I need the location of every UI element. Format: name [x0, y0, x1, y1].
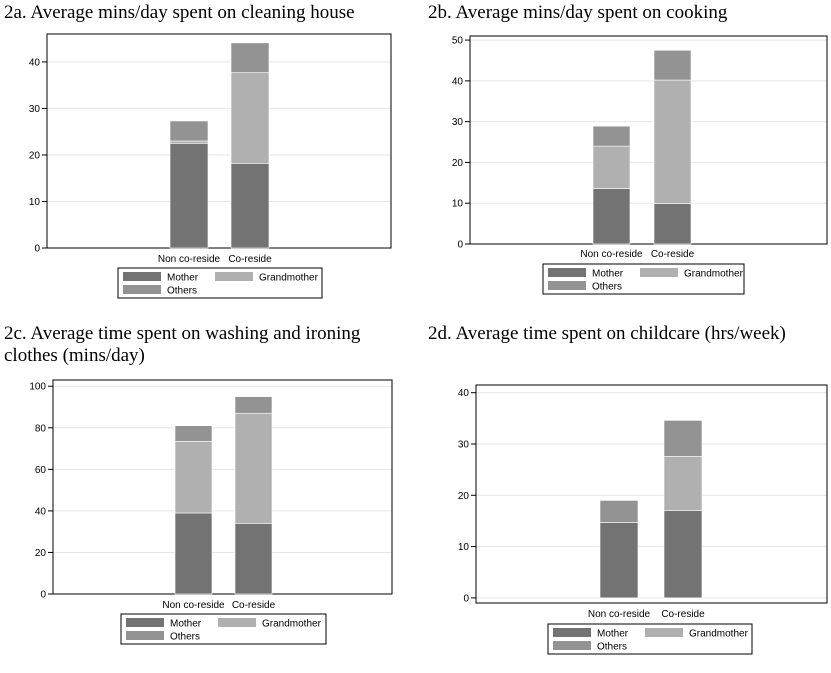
bar-grandmother-non-co-reside	[169, 140, 209, 144]
chart-4: 2d. Average time spent on childcare (hrs…	[428, 323, 828, 655]
bar-others-non-co-reside	[169, 120, 209, 142]
y-tick-label: 10	[458, 542, 470, 553]
legend-swatch-grandmother	[215, 272, 253, 281]
x-tick-label: Co-reside	[661, 609, 705, 620]
y-tick-label: 80	[35, 423, 47, 434]
legend-swatch-grandmother	[218, 618, 256, 627]
plot-area	[46, 33, 392, 249]
y-tick-label: 40	[452, 76, 464, 87]
legend-label-others: Others	[170, 632, 200, 643]
y-tick-label: 0	[40, 590, 46, 601]
legend-label-others: Others	[592, 282, 622, 293]
y-tick-label: 0	[457, 240, 463, 251]
bar-grandmother-co-reside	[653, 79, 692, 204]
legend-swatch-mother	[126, 618, 164, 627]
legend-label-mother: Mother	[592, 269, 624, 280]
legend-swatch-others	[126, 631, 164, 640]
y-tick-label: 0	[463, 593, 469, 604]
legend-label-mother: Mother	[597, 629, 629, 640]
chart-title: 2d. Average time spent on childcare (hrs…	[428, 323, 786, 344]
bar-others-co-reside	[663, 420, 703, 457]
bar-grandmother-co-reside	[234, 412, 273, 524]
chart-title: 2c. Average time spent on washing and ir…	[4, 323, 361, 344]
bar-mother-co-reside	[653, 203, 692, 245]
bar-grandmother-co-reside	[663, 455, 703, 511]
chart-2: 2b. Average mins/day spent on cooking 0 10…	[428, 2, 828, 295]
plot-area	[52, 379, 393, 595]
x-tick-label: Co-reside	[651, 249, 695, 260]
legend-swatch-grandmother	[640, 268, 678, 277]
bar-grandmother-non-co-reside	[592, 145, 631, 189]
bar-mother-non-co-reside	[599, 522, 639, 599]
plot-frame	[46, 33, 392, 249]
legend-label-others: Others	[167, 286, 197, 297]
legend-swatch-others	[548, 281, 586, 290]
y-tick-label: 40	[458, 388, 470, 399]
chart-1: 2a. Average mins/day spent on cleaning h…	[4, 2, 392, 299]
bar-others-non-co-reside	[592, 125, 631, 147]
x-tick-label: Co-reside	[232, 600, 276, 611]
bar-mother-non-co-reside	[592, 188, 631, 245]
y-tick-label: 10	[29, 197, 41, 208]
legend-label-mother: Mother	[167, 273, 199, 284]
legend-swatch-mother	[123, 272, 161, 281]
chart-title: 2a. Average mins/day spent on cleaning h…	[4, 2, 355, 23]
legend-label-grandmother: Grandmother	[689, 629, 749, 640]
plot-frame	[475, 384, 828, 604]
bar-others-co-reside	[653, 49, 692, 81]
y-tick-label: 40	[29, 57, 41, 68]
legend-swatch-mother	[553, 628, 591, 637]
legend-label-grandmother: Grandmother	[684, 269, 744, 280]
y-tick-label: 40	[35, 506, 47, 517]
y-tick-label: 100	[29, 382, 46, 393]
chart-3: 2c. Average time spent on washing and ir…	[4, 323, 393, 645]
y-tick-label: 30	[29, 104, 41, 115]
y-tick-label: 20	[35, 548, 47, 559]
bar-others-co-reside	[230, 42, 270, 73]
chart-title: 2b. Average mins/day spent on cooking	[428, 2, 728, 23]
y-tick-label: 20	[452, 158, 464, 169]
bar-others-co-reside	[234, 396, 273, 414]
bar-others-non-co-reside	[174, 425, 213, 442]
x-tick-label: Non co-reside	[588, 609, 651, 620]
legend-swatch-others	[553, 641, 591, 650]
y-tick-label: 60	[35, 465, 47, 476]
y-tick-label: 20	[458, 491, 470, 502]
bar-mother-co-reside	[230, 163, 270, 249]
legend-swatch-mother	[548, 268, 586, 277]
y-tick-label: 50	[452, 36, 464, 47]
bar-mother-co-reside	[663, 510, 703, 599]
legend-label-grandmother: Grandmother	[262, 619, 322, 630]
y-tick-label: 30	[452, 117, 464, 128]
bar-mother-co-reside	[234, 523, 273, 595]
bar-grandmother-co-reside	[230, 72, 270, 164]
plot-frame	[469, 35, 828, 245]
plot-area	[475, 384, 828, 604]
legend-label-others: Others	[597, 642, 627, 653]
plot-frame	[52, 379, 393, 595]
y-tick-label: 20	[29, 150, 41, 161]
bar-mother-non-co-reside	[169, 143, 209, 249]
plot-area	[469, 35, 828, 245]
legend-label-grandmother: Grandmother	[259, 273, 319, 284]
bar-mother-non-co-reside	[174, 512, 213, 595]
x-tick-label: Non co-reside	[158, 254, 221, 265]
x-tick-label: Non co-reside	[162, 600, 225, 611]
y-tick-label: 0	[34, 244, 40, 255]
x-tick-label: Co-reside	[228, 254, 272, 265]
legend-swatch-others	[123, 285, 161, 294]
bar-others-non-co-reside	[599, 500, 639, 523]
legend-swatch-grandmother	[645, 628, 683, 637]
x-tick-label: Non co-reside	[580, 249, 643, 260]
chart-title: clothes (mins/day)	[4, 345, 145, 366]
legend-label-mother: Mother	[170, 619, 202, 630]
y-tick-label: 10	[452, 199, 464, 210]
y-tick-label: 30	[458, 439, 470, 450]
bar-grandmother-non-co-reside	[174, 440, 213, 514]
